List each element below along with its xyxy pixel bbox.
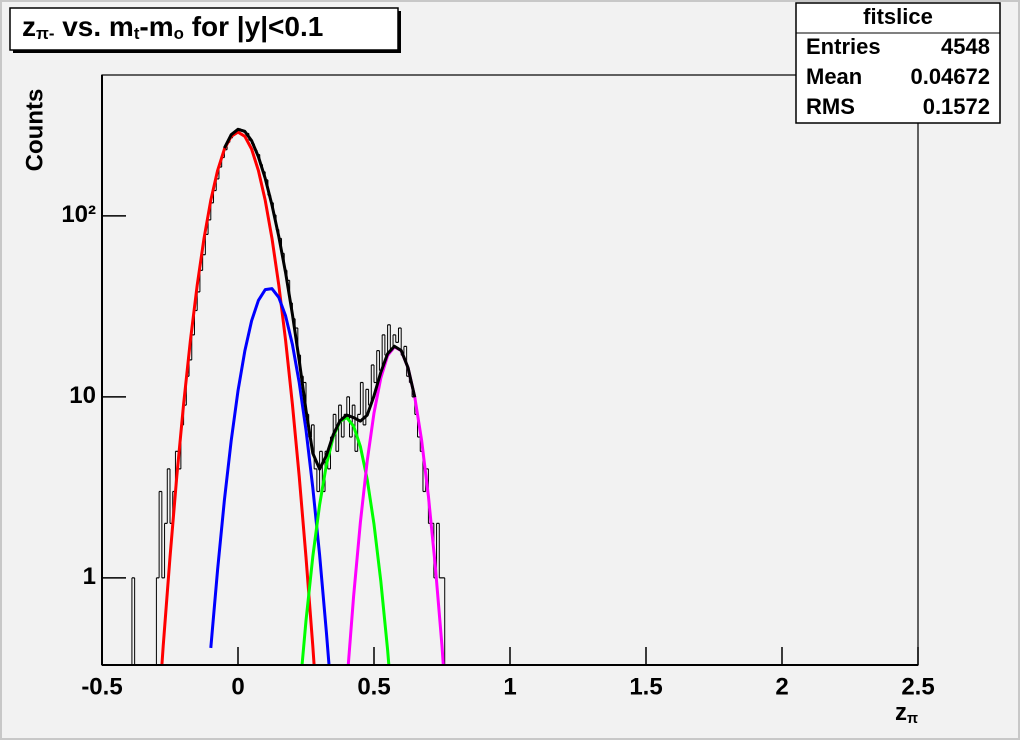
- fit-curve: [209, 287, 331, 665]
- x-tick-label: 2: [775, 673, 788, 700]
- subscript: π: [907, 711, 918, 727]
- stats-label: Entries: [806, 34, 881, 59]
- x-tick-label: 2.5: [901, 673, 934, 700]
- subscript: o: [174, 24, 184, 43]
- stats-label: Mean: [806, 64, 862, 89]
- fit-curve: [160, 130, 316, 665]
- frame: [101, 74, 919, 666]
- y-tick-label: 10²: [61, 201, 96, 228]
- text-part: -m: [139, 11, 173, 42]
- stats-value: 0.04672: [910, 64, 990, 89]
- text-part: for |y|<0.1: [184, 11, 323, 42]
- stats-value: 0.1572: [923, 94, 990, 119]
- y-tick-label: 10: [69, 382, 96, 409]
- x-tick-label: 1.5: [629, 673, 662, 700]
- subscript: π-: [36, 24, 54, 43]
- y-axis-label: Counts: [21, 89, 48, 172]
- x-tick-label: 0.5: [357, 673, 390, 700]
- text-part: z: [22, 11, 36, 42]
- y-tick-label: 1: [83, 563, 96, 590]
- x-tick-label: 1: [503, 673, 516, 700]
- text-part: z: [895, 699, 907, 726]
- x-axis-label: zπ: [895, 699, 918, 726]
- title-box: [9, 7, 399, 51]
- fit-curve: [223, 127, 417, 471]
- x-tick-label: 0: [231, 673, 244, 700]
- x-tick-label: -0.5: [81, 673, 122, 700]
- plot-area: [131, 127, 446, 665]
- stats-label: RMS: [806, 94, 855, 119]
- stats-title: fitslice: [863, 4, 933, 29]
- stats-box: [795, 2, 1001, 124]
- chart-title: zπ- vs. mt-mo for |y|<0.1: [22, 11, 323, 43]
- fit-curve: [300, 416, 391, 665]
- subscript: t: [134, 24, 140, 43]
- stats-value: 4548: [941, 34, 990, 59]
- text-part: vs. m: [54, 11, 133, 42]
